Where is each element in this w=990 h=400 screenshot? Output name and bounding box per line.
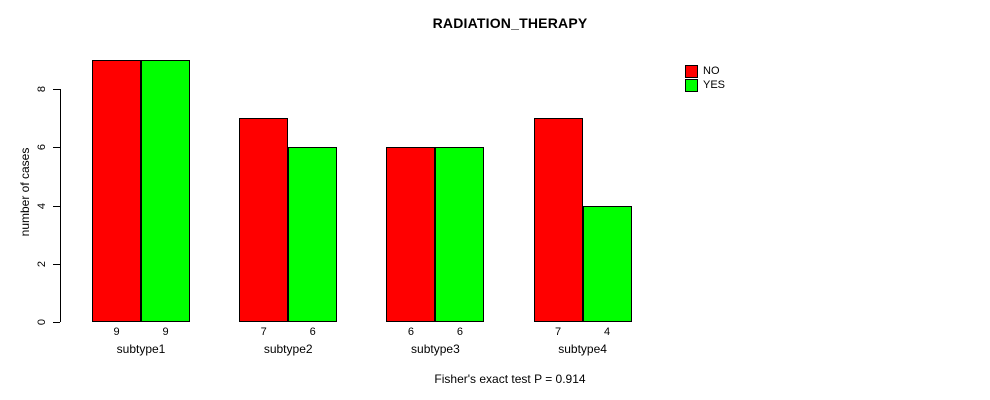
y-tick-mark [53,322,60,323]
chart-title: RADIATION_THERAPY [432,15,588,31]
footer-annotation: Fisher's exact test P = 0.914 [434,372,586,386]
y-tick-label: 0 [36,318,48,326]
y-axis-line [60,89,61,322]
bar-subtype2-yes [288,147,338,322]
legend: NO YES [685,64,725,92]
bar-value-label: 9 [113,326,120,338]
y-tick-label: 2 [36,260,48,267]
bar-value-label: 7 [260,326,267,338]
bar-value-label: 7 [555,326,562,338]
bar-subtype3-no [386,147,436,322]
y-tick-mark [53,263,60,265]
bar-subtype4-yes [582,205,632,322]
y-tick-label: 8 [36,86,48,93]
category-label-subtype4: subtype4 [558,342,607,356]
bar-subtype1-yes [141,60,190,322]
legend-label: YES [703,79,726,91]
bar-value-label: 4 [604,326,611,338]
legend-label: NO [703,65,720,77]
bar-value-label: 6 [456,326,463,338]
y-tick-mark [53,89,60,91]
bar-value-label: 9 [162,326,169,338]
category-label-subtype3: subtype3 [411,342,460,356]
bar-subtype4-no [533,118,583,322]
bar-value-label: 6 [407,326,414,338]
y-tick-label: 6 [36,144,48,151]
y-tick-mark [53,147,60,149]
legend-item-no: NO [685,64,725,78]
category-label-subtype2: subtype2 [263,342,313,356]
legend-item-yes: YES [685,78,725,92]
y-tick-label: 4 [36,202,48,209]
bar-subtype2-no [239,118,289,322]
y-axis-label: number of cases [18,147,32,237]
bar-subtype1-no [92,60,141,322]
legend-swatch-no [685,64,698,78]
legend-swatch-yes [685,78,698,92]
category-label-subtype1: subtype1 [116,342,166,356]
bar-value-label: 6 [309,326,316,338]
bar-subtype3-yes [435,147,485,322]
y-tick-mark [53,205,60,207]
